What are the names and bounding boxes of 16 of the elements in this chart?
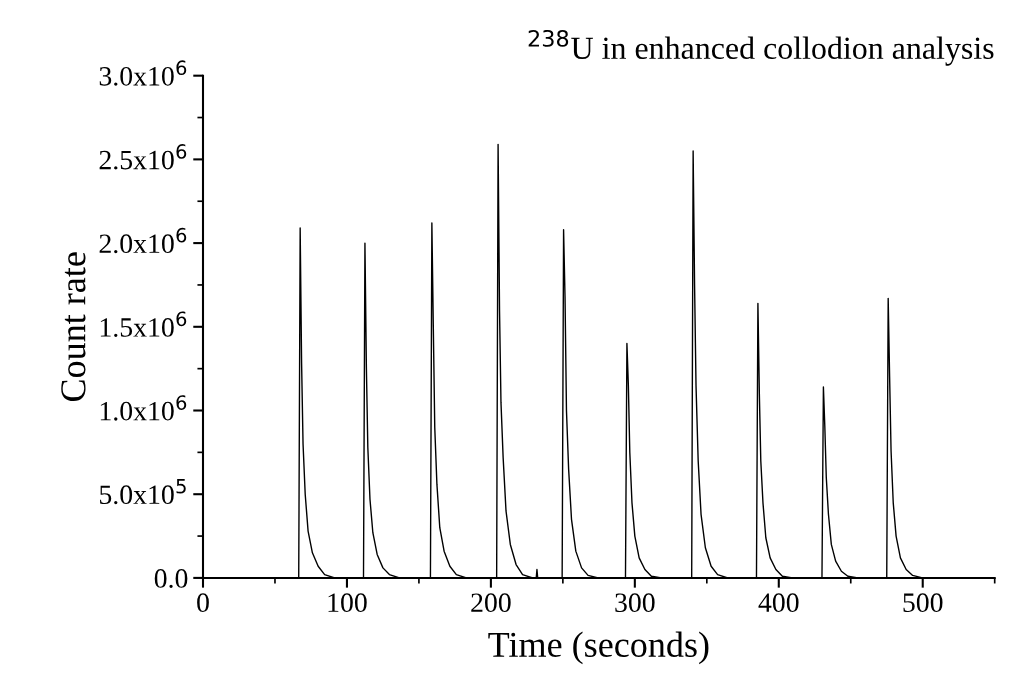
x-tick-label: 100 xyxy=(328,593,367,613)
y-tick-label: 1.0x10$^{6}$ xyxy=(100,395,187,421)
y-tick-label: 5.0x10$^{5}$ xyxy=(100,479,186,505)
y-axis-title: Count rate xyxy=(61,252,86,402)
x-tick-label: 400 xyxy=(758,593,799,613)
y-tick-label: 3.0x10$^{6}$ xyxy=(99,60,187,86)
x-tick-label: 300 xyxy=(615,593,655,613)
x-axis-title: Time (seconds) xyxy=(488,631,709,665)
y-tick-label: 0.0 xyxy=(154,569,188,588)
chart-title: $^{238}$U in enhanced collodion analysis xyxy=(528,29,994,66)
y-tick-label: 1.5x10$^{6}$ xyxy=(100,311,187,337)
x-tick-label: 0 xyxy=(197,593,209,613)
y-tick-label: 2.5x10$^{6}$ xyxy=(99,144,187,170)
y-tick-label: 2.0x10$^{6}$ xyxy=(99,227,187,254)
x-tick-label: 200 xyxy=(471,593,511,613)
x-tick-label: 500 xyxy=(903,593,943,613)
